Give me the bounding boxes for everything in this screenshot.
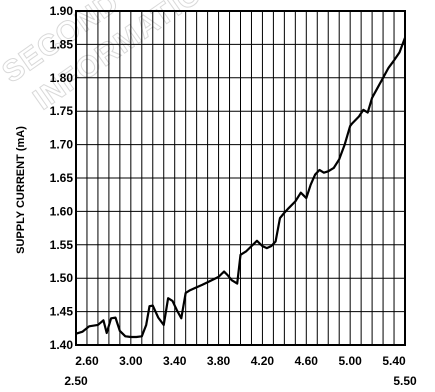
x-tick-label: 4.60 — [295, 354, 319, 368]
y-axis-label: SUPPLY CURRENT (mA) — [15, 126, 27, 254]
y-tick-label: 1.85 — [50, 37, 74, 51]
x-end-label: 2.50 — [64, 374, 88, 388]
series-layer — [75, 37, 407, 339]
plot-frame — [75, 10, 406, 346]
watermark: SECOND INFORMATION — [0, 0, 227, 117]
x-tick-label: 4.20 — [251, 354, 275, 368]
y-tick-label: 1.70 — [50, 138, 74, 152]
x-tick-label: 2.60 — [75, 354, 99, 368]
x-tick-label: 3.40 — [163, 354, 187, 368]
series-line — [75, 37, 407, 339]
y-tick-label: 1.75 — [50, 104, 74, 118]
x-tick-labels: 2.60 3.00 3.40 3.80 4.20 4.60 5.00 5.40 2.50 5.50 — [64, 354, 417, 388]
y-tick-label: 1.50 — [50, 271, 74, 285]
x-tick-label: 3.80 — [207, 354, 231, 368]
x-tick-label: 5.00 — [338, 354, 362, 368]
x-end-label: 5.50 — [393, 374, 417, 388]
x-tick-label: 3.00 — [119, 354, 143, 368]
y-tick-label: 1.45 — [50, 305, 74, 319]
y-tick-labels: 1.40 1.45 1.50 1.55 1.60 1.65 1.70 1.75 1.80 1.85… — [50, 4, 74, 352]
y-tick-label: 1.40 — [50, 338, 74, 352]
y-tick-label: 1.65 — [50, 171, 74, 185]
y-tick-label: 1.80 — [50, 71, 74, 85]
y-tick-label: 1.55 — [50, 238, 74, 252]
y-tick-label: 1.90 — [50, 4, 74, 18]
x-tick-label: 5.40 — [382, 354, 406, 368]
y-tick-label: 1.60 — [50, 204, 74, 218]
